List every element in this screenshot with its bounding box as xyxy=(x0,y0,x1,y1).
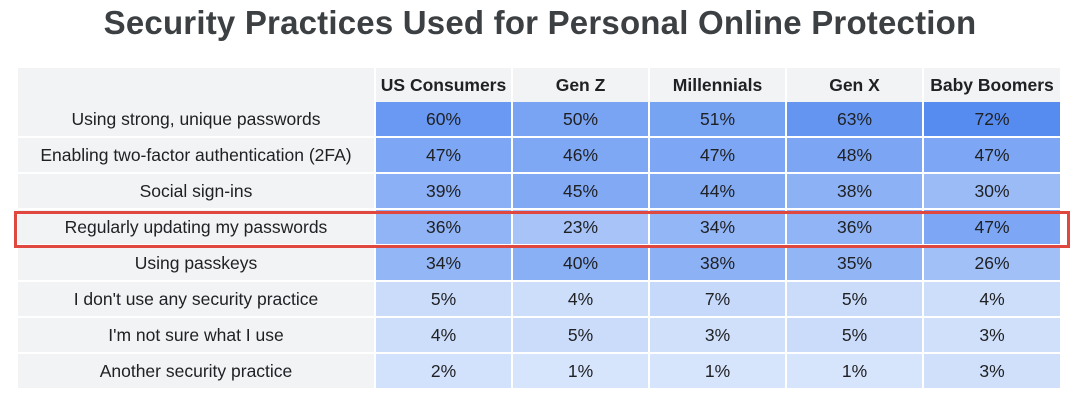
table-cell: 34% xyxy=(376,246,513,282)
table-cell: 51% xyxy=(650,102,787,138)
table-cell: 38% xyxy=(787,174,924,210)
table-cell: 47% xyxy=(924,210,1062,246)
data-table-container: US Consumers Gen Z Millennials Gen X Bab… xyxy=(18,68,1062,390)
header-row: US Consumers Gen Z Millennials Gen X Bab… xyxy=(18,68,1062,102)
table-cell: 47% xyxy=(924,138,1062,174)
table-cell: 45% xyxy=(513,174,650,210)
table-cell: 35% xyxy=(787,246,924,282)
column-header: Millennials xyxy=(650,68,787,102)
table-cell: 5% xyxy=(787,318,924,354)
table-cell: 5% xyxy=(513,318,650,354)
table-cell: 40% xyxy=(513,246,650,282)
table-cell: 1% xyxy=(513,354,650,390)
table-cell: 4% xyxy=(376,318,513,354)
row-label: Enabling two-factor authentication (2FA) xyxy=(18,138,376,174)
row-label: Regularly updating my passwords xyxy=(18,210,376,246)
table-cell: 72% xyxy=(924,102,1062,138)
table-cell: 34% xyxy=(650,210,787,246)
table-cell: 47% xyxy=(376,138,513,174)
row-label: Using passkeys xyxy=(18,246,376,282)
table-cell: 3% xyxy=(924,354,1062,390)
table-cell: 4% xyxy=(924,282,1062,318)
data-table: US Consumers Gen Z Millennials Gen X Bab… xyxy=(18,68,1062,390)
table-cell: 63% xyxy=(787,102,924,138)
table-row: Using passkeys 34% 40% 38% 35% 26% xyxy=(18,246,1062,282)
table-row: I'm not sure what I use 4% 5% 3% 5% 3% xyxy=(18,318,1062,354)
column-header: Gen Z xyxy=(513,68,650,102)
table-cell: 48% xyxy=(787,138,924,174)
table-cell: 39% xyxy=(376,174,513,210)
table-cell: 2% xyxy=(376,354,513,390)
table-cell: 44% xyxy=(650,174,787,210)
table-cell: 36% xyxy=(376,210,513,246)
table-cell: 50% xyxy=(513,102,650,138)
table-body: Using strong, unique passwords 60% 50% 51% 6… xyxy=(18,102,1062,390)
table-row: I don't use any security practice 5% 4% 7% 5… xyxy=(18,282,1062,318)
table-cell: 7% xyxy=(650,282,787,318)
table-cell: 26% xyxy=(924,246,1062,282)
table-cell: 38% xyxy=(650,246,787,282)
table-cell: 1% xyxy=(650,354,787,390)
column-header: Gen X xyxy=(787,68,924,102)
table-cell: 5% xyxy=(787,282,924,318)
chart-title: Security Practices Used for Personal Onl… xyxy=(103,4,977,41)
table-cell: 3% xyxy=(650,318,787,354)
table-cell: 4% xyxy=(513,282,650,318)
table-row: Enabling two-factor authentication (2FA)… xyxy=(18,138,1062,174)
table-cell: 5% xyxy=(376,282,513,318)
table-cell: 36% xyxy=(787,210,924,246)
row-label: Using strong, unique passwords xyxy=(18,102,376,138)
table-row: Regularly updating my passwords 36% 23% 34%… xyxy=(18,210,1062,246)
table-row: Another security practice 2% 1% 1% 1% 3% xyxy=(18,354,1062,390)
table-cell: 1% xyxy=(787,354,924,390)
table-cell: 46% xyxy=(513,138,650,174)
row-label: I don't use any security practice xyxy=(18,282,376,318)
header-corner xyxy=(18,68,376,102)
table-cell: 60% xyxy=(376,102,513,138)
row-label: Another security practice xyxy=(18,354,376,390)
table-cell: 3% xyxy=(924,318,1062,354)
table-cell: 23% xyxy=(513,210,650,246)
table-row: Using strong, unique passwords 60% 50% 51% 6… xyxy=(18,102,1062,138)
row-label: I'm not sure what I use xyxy=(18,318,376,354)
column-header: Baby Boomers xyxy=(924,68,1062,102)
table-cell: 47% xyxy=(650,138,787,174)
column-header: US Consumers xyxy=(376,68,513,102)
row-label: Social sign-ins xyxy=(18,174,376,210)
table-cell: 30% xyxy=(924,174,1062,210)
table-row: Social sign-ins 39% 45% 44% 38% 30% xyxy=(18,174,1062,210)
